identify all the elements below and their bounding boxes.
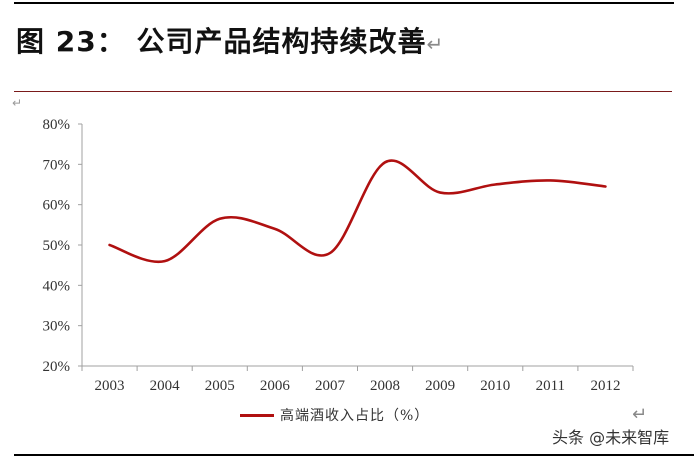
y-tick-label: 60% xyxy=(43,198,71,214)
legend-swatch xyxy=(240,413,274,417)
x-axis-ticks: 2003 2004 2005 2006 2007 2008 2009 2010 2011 2012 xyxy=(81,366,634,394)
figure-title: 图 23： 公司产品结构持续改善↵ xyxy=(16,20,444,60)
legend-label: 高端酒收入占比（%） xyxy=(280,408,430,424)
top-rule xyxy=(14,2,674,4)
x-tick-label: 2011 xyxy=(536,378,565,394)
bottom-rule xyxy=(14,454,694,456)
x-tick-label: 2008 xyxy=(370,378,400,394)
y-tick-label: 70% xyxy=(43,157,71,173)
x-tick-label: 2010 xyxy=(480,378,510,394)
figure-title-text: 图 23： 公司产品结构持续改善 xyxy=(16,25,427,58)
y-tick-label: 40% xyxy=(43,278,71,294)
x-tick-label: 2005 xyxy=(205,378,235,394)
chart-legend: 高端酒收入占比（%） xyxy=(240,405,429,425)
x-tick-label: 2006 xyxy=(260,378,291,394)
x-tick-label: 2003 xyxy=(95,378,125,394)
title-divider xyxy=(14,91,672,92)
watermark: 头条 @未来智库 xyxy=(552,428,670,447)
x-tick-label: 2007 xyxy=(315,378,346,394)
return-mark-icon: ↵ xyxy=(426,32,445,56)
chart-axes xyxy=(81,124,633,367)
y-axis-ticks: 80% 70% 60% 50% 40% 30% 20% xyxy=(43,117,82,375)
y-tick-label: 80% xyxy=(43,117,71,133)
x-tick-label: 2009 xyxy=(425,378,455,394)
y-tick-label: 20% xyxy=(43,359,71,375)
y-tick-label: 30% xyxy=(43,319,71,335)
series-line-high-end-share xyxy=(108,159,607,264)
x-tick-label: 2012 xyxy=(590,378,620,394)
x-tick-label: 2004 xyxy=(150,378,181,394)
return-mark-icon: ↵ xyxy=(12,96,23,110)
y-tick-label: 50% xyxy=(43,238,71,254)
return-mark-icon: ↵ xyxy=(632,404,648,425)
